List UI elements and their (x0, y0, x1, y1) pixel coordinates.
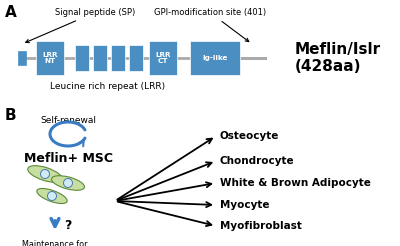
Circle shape (48, 191, 56, 200)
Text: Myocyte: Myocyte (220, 200, 270, 210)
Text: LRR
NT: LRR NT (42, 52, 58, 64)
Bar (149, 41, 177, 75)
Text: Meflin+ MSC: Meflin+ MSC (24, 152, 112, 165)
Ellipse shape (52, 176, 84, 190)
Circle shape (64, 179, 72, 187)
Bar (129, 45, 143, 71)
Text: Signal peptide (SP): Signal peptide (SP) (26, 8, 135, 43)
Bar (111, 45, 125, 71)
Text: Osteocyte: Osteocyte (220, 131, 279, 141)
Text: B: B (5, 108, 17, 123)
Bar (75, 45, 89, 71)
Bar (36, 41, 64, 75)
Text: ?: ? (64, 219, 71, 232)
Bar (190, 41, 240, 75)
Bar (18, 51, 26, 65)
Text: LRR
CT: LRR CT (155, 52, 171, 64)
Text: Chondrocyte: Chondrocyte (220, 156, 295, 166)
Text: Maintenance for
hematopoietic stem cell (HSC): Maintenance for hematopoietic stem cell … (0, 240, 116, 246)
Text: Ig-like: Ig-like (202, 55, 228, 61)
Bar (93, 45, 107, 71)
Ellipse shape (28, 166, 62, 182)
Text: Self-renewal: Self-renewal (40, 116, 96, 125)
Text: Myofibroblast: Myofibroblast (220, 221, 302, 231)
Text: A: A (5, 5, 17, 20)
Text: GPI-modification site (401): GPI-modification site (401) (154, 8, 266, 42)
Text: Meflin/Islr
(428aa): Meflin/Islr (428aa) (295, 42, 381, 74)
Text: Leucine rich repeat (LRR): Leucine rich repeat (LRR) (50, 82, 166, 91)
Text: White & Brown Adipocyte: White & Brown Adipocyte (220, 178, 371, 188)
Ellipse shape (37, 188, 67, 203)
Circle shape (40, 169, 50, 179)
